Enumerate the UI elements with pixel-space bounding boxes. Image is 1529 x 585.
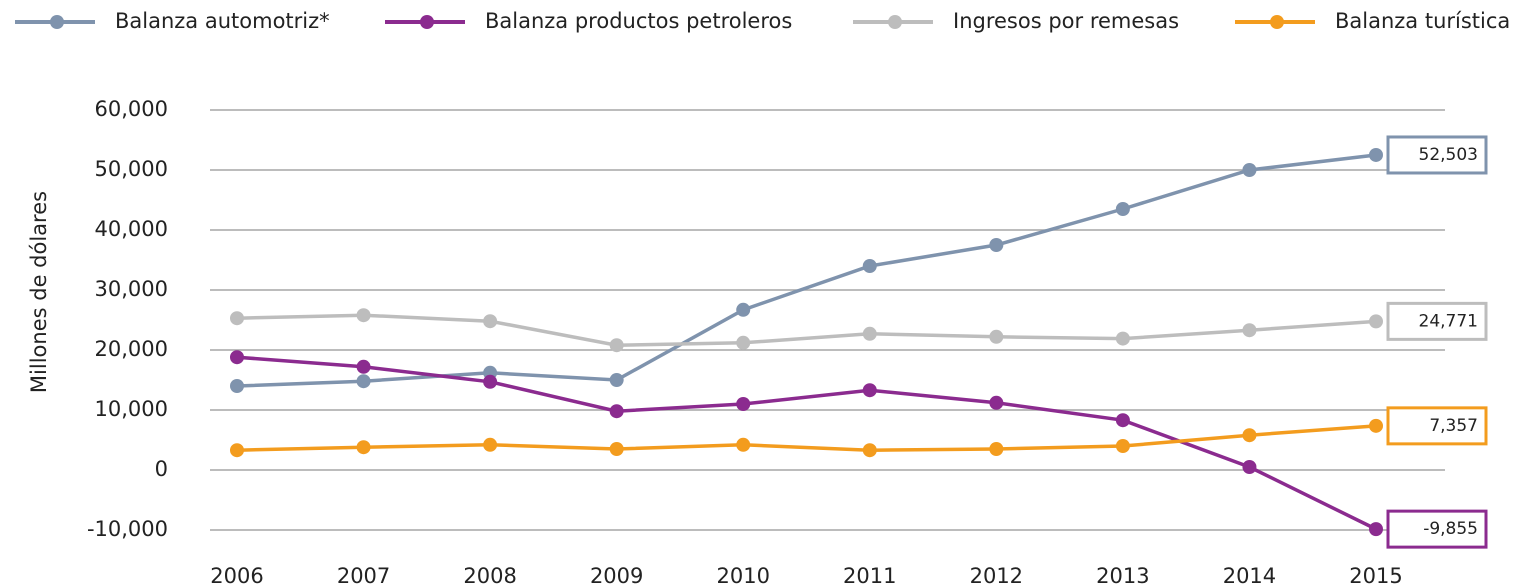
value-label: -9,855 (1423, 519, 1478, 539)
legend-swatch-dot (1270, 15, 1284, 29)
y-axis-label: Millones de dólares (27, 191, 51, 393)
value-label-box (1386, 406, 1488, 446)
data-point (230, 350, 244, 365)
data-point (483, 437, 498, 452)
data-point (1242, 460, 1257, 474)
data-point (1369, 522, 1383, 537)
data-point (1369, 418, 1383, 433)
legend-label: Balanza productos petroleros (485, 9, 792, 33)
value-label: 24,771 (1419, 311, 1478, 331)
legend-label: Balanza automotriz* (115, 9, 330, 33)
legend-swatch-dot (50, 15, 64, 29)
data-point (230, 443, 244, 458)
x-tick-label: 2006 (210, 564, 263, 585)
data-point (356, 440, 371, 455)
data-point (483, 314, 498, 329)
legend-label: Ingresos por remesas (953, 9, 1179, 33)
data-point (862, 326, 877, 341)
data-point (989, 395, 1004, 410)
y-tick-label: 0 (155, 457, 168, 481)
value-label-box (1386, 301, 1488, 341)
data-point (989, 329, 1004, 344)
x-tick-label: 2014 (1223, 564, 1276, 585)
x-tick-label: 2010 (716, 564, 769, 585)
data-point (230, 379, 244, 393)
data-point (483, 374, 498, 389)
y-tick-label: 40,000 (95, 217, 168, 241)
x-tick-label: 2015 (1349, 564, 1402, 585)
data-point (1369, 314, 1383, 329)
data-point (609, 373, 624, 387)
series-line (236, 153, 1377, 388)
data-point (1115, 331, 1130, 346)
series-line (236, 313, 1377, 347)
legend-swatch-dot (420, 15, 434, 29)
value-label-box (1386, 135, 1488, 175)
y-tick-label: 50,000 (95, 157, 168, 181)
data-point (230, 311, 244, 326)
value-label: 52,503 (1419, 145, 1478, 165)
x-tick-label: 2009 (590, 564, 643, 585)
data-point (609, 442, 624, 456)
data-point (736, 397, 751, 411)
y-tick-label: -10,000 (87, 517, 168, 541)
x-tick-label: 2008 (463, 564, 516, 585)
series-line (236, 424, 1377, 452)
x-tick-label: 2013 (1096, 564, 1149, 585)
y-tick-label: 60,000 (95, 97, 168, 121)
data-point (356, 374, 371, 389)
y-tick-label: 30,000 (95, 277, 168, 301)
series-line (236, 355, 1377, 531)
data-point (862, 259, 877, 273)
value-label: 7,357 (1429, 416, 1478, 436)
value-label-box (1386, 509, 1488, 549)
data-point (1115, 202, 1130, 216)
data-point (1242, 163, 1257, 177)
data-point (1369, 147, 1383, 162)
data-point (989, 442, 1004, 456)
data-point (1115, 439, 1130, 453)
data-point (356, 359, 371, 374)
data-point (736, 302, 751, 317)
data-point (1242, 428, 1257, 443)
y-tick-label: 20,000 (95, 337, 168, 361)
y-tick-label: 10,000 (95, 397, 168, 421)
data-point (609, 338, 624, 353)
data-point (862, 383, 877, 398)
data-point (1115, 413, 1130, 428)
data-point (736, 335, 751, 350)
legend-label: Balanza turística (1335, 9, 1510, 33)
data-point (1242, 323, 1257, 338)
data-point (736, 437, 751, 452)
x-tick-label: 2007 (337, 564, 390, 585)
data-point (356, 308, 371, 323)
x-tick-label: 2012 (970, 564, 1023, 585)
legend-swatch-dot (888, 15, 902, 29)
data-point (609, 404, 624, 419)
data-point (862, 443, 877, 458)
data-point (989, 238, 1004, 252)
x-tick-label: 2011 (843, 564, 896, 585)
